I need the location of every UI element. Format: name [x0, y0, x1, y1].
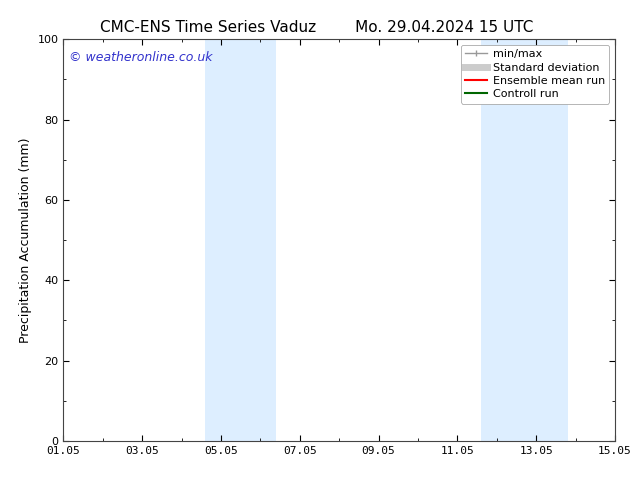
Y-axis label: Precipitation Accumulation (mm): Precipitation Accumulation (mm): [19, 137, 32, 343]
Text: CMC-ENS Time Series Vaduz        Mo. 29.04.2024 15 UTC: CMC-ENS Time Series Vaduz Mo. 29.04.2024…: [100, 20, 534, 35]
Bar: [205, 39, 276, 441]
Legend: min/max, Standard deviation, Ensemble mean run, Controll run: min/max, Standard deviation, Ensemble me…: [460, 45, 609, 104]
Text: © weatheronline.co.uk: © weatheronline.co.uk: [69, 51, 212, 64]
Bar: [481, 39, 567, 441]
